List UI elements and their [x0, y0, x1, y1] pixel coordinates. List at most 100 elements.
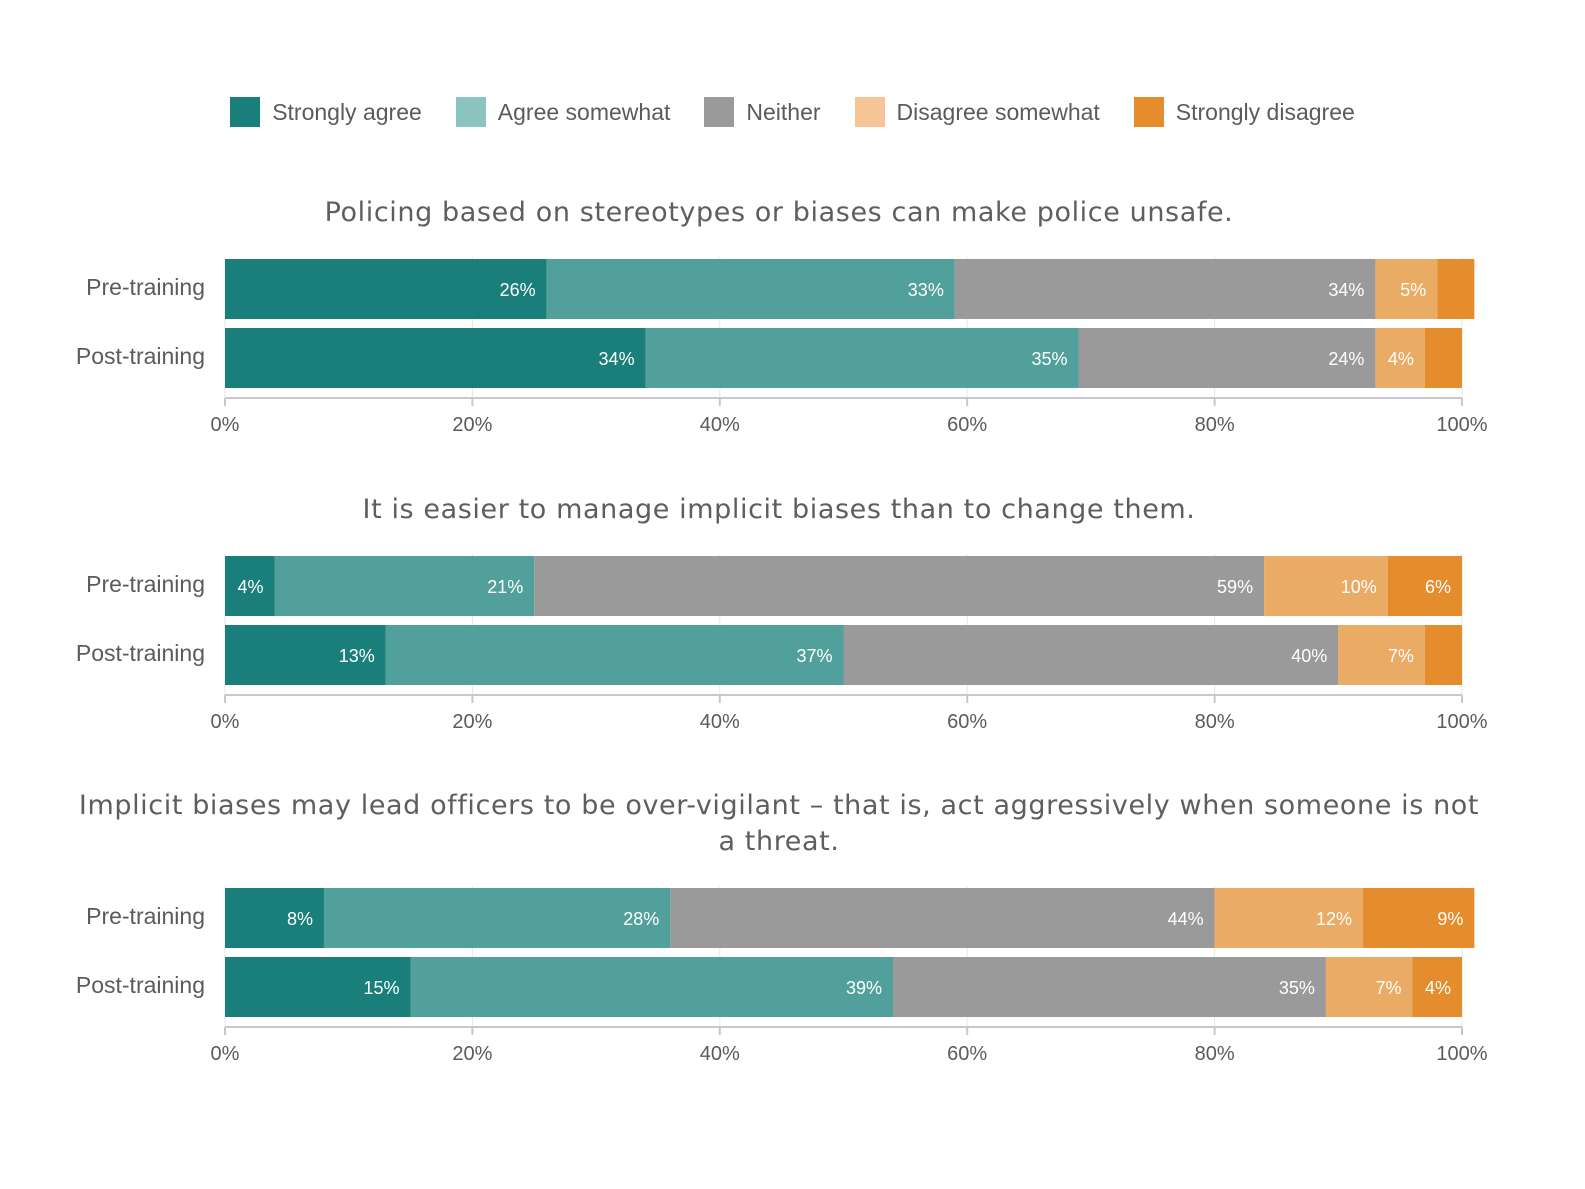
- row-label: Post-training: [76, 343, 205, 369]
- bar-value-label: 4%: [237, 577, 263, 597]
- bar-segment-agree-somewhat: [323, 888, 671, 948]
- bar-segment-strongly-agree: [225, 556, 275, 616]
- bar-segment-disagree-somewhat: [1325, 957, 1413, 1017]
- x-tick-label: 80%: [1195, 414, 1235, 436]
- bar-segment-agree-somewhat: [410, 957, 893, 1017]
- bar-value-label: 10%: [1341, 577, 1377, 597]
- bar-segment-strongly-disagree: [1412, 957, 1462, 1017]
- bar-segment-strongly-disagree: [1363, 888, 1475, 948]
- legend-label: Strongly agree: [272, 98, 422, 125]
- x-tick-label: 0%: [211, 711, 240, 733]
- bar-value-label: 21%: [487, 577, 523, 597]
- chart-title: a threat.: [718, 826, 839, 857]
- legend-swatch: [854, 97, 885, 127]
- bar-value-label: 34%: [1328, 280, 1364, 300]
- bar-value-label: 34%: [599, 349, 635, 369]
- bar-value-label: 6%: [1425, 577, 1451, 597]
- legend-item-strongly-agree: Strongly agree: [230, 97, 422, 127]
- bar-segment-neither: [843, 625, 1339, 685]
- bar-segment-agree-somewhat: [645, 328, 1079, 388]
- x-tick-label: 80%: [1195, 1043, 1235, 1065]
- bar-segment-strongly-agree: [225, 259, 547, 319]
- bar-value-label: 26%: [500, 280, 536, 300]
- bar-segment-strongly-agree: [225, 957, 411, 1017]
- x-tick-label: 100%: [1436, 711, 1487, 733]
- x-tick-label: 0%: [211, 414, 240, 436]
- bar-segment-strongly-disagree: [1387, 556, 1462, 616]
- bar-value-label: 24%: [1328, 349, 1364, 369]
- legend-swatch: [455, 97, 486, 127]
- row-label: Pre-training: [86, 903, 205, 929]
- legend-label: Disagree somewhat: [896, 98, 1100, 125]
- legend-item-disagree-somewhat: Disagree somewhat: [854, 97, 1100, 127]
- bar-value-label: 39%: [846, 978, 882, 998]
- legend-label: Agree somewhat: [497, 98, 671, 125]
- bar-value-label: 9%: [1437, 909, 1463, 929]
- bar-value-label: 59%: [1217, 577, 1253, 597]
- row-label: Pre-training: [86, 274, 205, 300]
- bar-segment-strongly-disagree: [1437, 259, 1475, 319]
- bar-value-label: 28%: [623, 909, 659, 929]
- bar-segment-neither: [892, 957, 1326, 1017]
- legend: Strongly agree Agree somewhat Neither Disag…: [0, 96, 1585, 128]
- bar-segment-neither: [534, 556, 1265, 616]
- chart-title: It is easier to manage implicit biases t…: [363, 494, 1196, 525]
- bar-segment-agree-somewhat: [546, 259, 955, 319]
- x-tick-label: 40%: [700, 1043, 740, 1065]
- bar-segment-disagree-somewhat: [1214, 888, 1364, 948]
- bar-segment-strongly-agree: [225, 625, 386, 685]
- x-tick-label: 40%: [700, 414, 740, 436]
- legend-item-agree-somewhat: Agree somewhat: [455, 97, 671, 127]
- bar-segment-neither: [670, 888, 1215, 948]
- bar-segment-disagree-somewhat: [1338, 625, 1425, 685]
- chart-title: Implicit biases may lead officers to be …: [79, 790, 1479, 821]
- legend-swatch: [704, 97, 735, 127]
- x-tick-label: 20%: [452, 1043, 492, 1065]
- row-label: Pre-training: [86, 571, 205, 597]
- legend-label: Strongly disagree: [1175, 98, 1355, 125]
- bar-segment-agree-somewhat: [385, 625, 844, 685]
- x-tick-label: 20%: [452, 711, 492, 733]
- bar-value-label: 4%: [1425, 978, 1451, 998]
- bar-value-label: 15%: [364, 978, 400, 998]
- bar-segment-disagree-somewhat: [1375, 328, 1425, 388]
- legend-swatch: [1133, 97, 1164, 127]
- x-tick-label: 40%: [700, 711, 740, 733]
- bar-segment-strongly-disagree: [1424, 328, 1462, 388]
- bar-value-label: 4%: [1388, 349, 1414, 369]
- bar-segment-strongly-agree: [225, 328, 646, 388]
- bar-value-label: 40%: [1291, 646, 1327, 666]
- legend-item-strongly-disagree: Strongly disagree: [1133, 97, 1355, 127]
- bar-segment-strongly-agree: [225, 888, 324, 948]
- bar-value-label: 13%: [339, 646, 375, 666]
- legend-swatch: [230, 97, 261, 127]
- x-tick-label: 100%: [1436, 414, 1487, 436]
- bar-value-label: 33%: [908, 280, 944, 300]
- legend-item-neither: Neither: [704, 97, 821, 127]
- bar-value-label: 44%: [1168, 909, 1204, 929]
- x-tick-label: 60%: [947, 1043, 987, 1065]
- chart-title: Policing based on stereotypes or biases …: [325, 197, 1234, 228]
- legend-label: Neither: [746, 98, 821, 125]
- bar-segment-neither: [954, 259, 1376, 319]
- bar-segment-disagree-somewhat: [1375, 259, 1438, 319]
- bar-segment-strongly-disagree: [1424, 625, 1462, 685]
- x-tick-label: 20%: [452, 414, 492, 436]
- bar-value-label: 7%: [1388, 646, 1414, 666]
- bar-value-label: 35%: [1279, 978, 1315, 998]
- x-tick-label: 80%: [1195, 711, 1235, 733]
- x-tick-label: 60%: [947, 414, 987, 436]
- bar-segment-disagree-somewhat: [1264, 556, 1388, 616]
- bar-segment-agree-somewhat: [274, 556, 535, 616]
- row-label: Post-training: [76, 640, 205, 666]
- x-tick-label: 0%: [211, 1043, 240, 1065]
- x-tick-label: 100%: [1436, 1043, 1487, 1065]
- bar-value-label: 35%: [1031, 349, 1067, 369]
- bar-value-label: 5%: [1400, 280, 1426, 300]
- bar-value-label: 7%: [1376, 978, 1402, 998]
- bar-segment-neither: [1078, 328, 1376, 388]
- x-tick-label: 60%: [947, 711, 987, 733]
- bar-value-label: 8%: [287, 909, 313, 929]
- bar-value-label: 12%: [1316, 909, 1352, 929]
